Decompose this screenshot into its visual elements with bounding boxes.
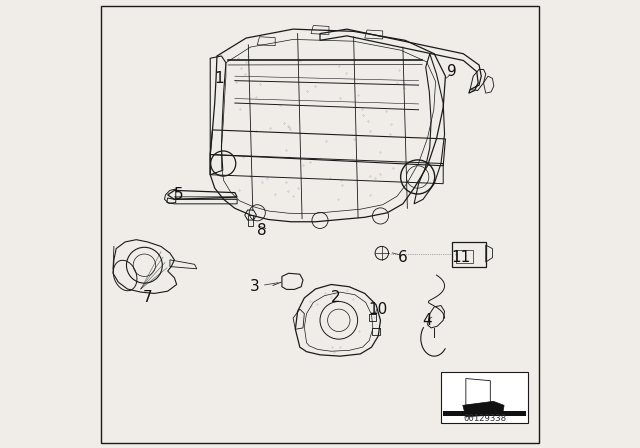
Bar [372, 328, 380, 335]
Text: 6: 6 [398, 250, 408, 265]
Text: 11: 11 [451, 250, 471, 265]
Bar [443, 411, 526, 416]
Text: 5: 5 [174, 187, 184, 202]
Bar [369, 314, 376, 321]
Text: 9: 9 [447, 64, 457, 79]
Text: 10: 10 [369, 302, 388, 317]
Text: 7: 7 [143, 290, 152, 306]
Text: 1: 1 [214, 71, 224, 86]
Bar [452, 242, 486, 267]
Text: 00129338: 00129338 [463, 414, 506, 423]
Bar [456, 250, 473, 263]
Bar [248, 215, 253, 226]
Polygon shape [463, 401, 504, 417]
Text: 8: 8 [257, 223, 267, 238]
Bar [441, 372, 529, 423]
Text: 3: 3 [250, 279, 260, 294]
Text: 2: 2 [331, 290, 340, 306]
Text: 4: 4 [422, 313, 433, 328]
